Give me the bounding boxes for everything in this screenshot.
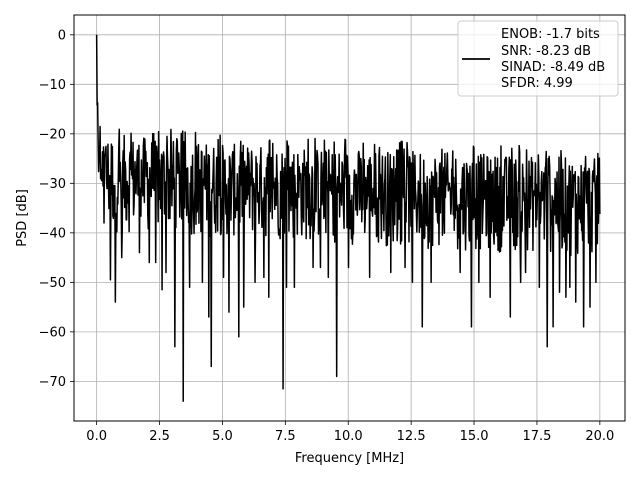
- x-tick-label: 20.0: [585, 429, 614, 444]
- y-tick-label: −10: [39, 78, 66, 93]
- legend-text-sinad: SINAD: -8.49 dB: [501, 60, 605, 75]
- x-tick-label: 12.5: [397, 429, 426, 444]
- x-tick-label: 17.5: [522, 429, 551, 444]
- plot-frame: [73, 14, 626, 422]
- x-axis-label: Frequency [MHz]: [295, 451, 404, 466]
- x-tick-label: 0.0: [86, 429, 107, 444]
- axis-ticks: 0.0 2.5 5.0 7.5 10.0 12.5 15.0 17.5 20.0 0 −10 −20 −…: [39, 28, 615, 444]
- y-tick-label: −40: [39, 226, 66, 241]
- legend-text-snr: SNR: -8.23 dB: [501, 44, 591, 59]
- y-tick-label: −70: [39, 375, 66, 390]
- x-tick-label: 2.5: [149, 429, 170, 444]
- legend: ENOB: -1.7 bits SNR: -8.23 dB SINAD: -8.…: [457, 20, 619, 97]
- legend-box: [457, 20, 619, 97]
- y-tick-label: −20: [39, 127, 66, 142]
- plot-data: [95, 34, 601, 402]
- y-axis-label: PSD [dB]: [15, 189, 30, 247]
- y-tick-label: 0: [58, 28, 66, 43]
- legend-text-enob: ENOB: -1.7 bits: [501, 27, 600, 42]
- x-tick-label: 7.5: [275, 429, 296, 444]
- x-tick-label: 10.0: [334, 429, 363, 444]
- psd-series-line: [95, 34, 601, 402]
- y-tick-label: −30: [39, 177, 66, 192]
- x-tick-label: 5.0: [212, 429, 233, 444]
- y-tick-label: −50: [39, 276, 66, 291]
- y-tick-label: −60: [39, 325, 66, 340]
- legend-text-sfdr: SFDR: 4.99: [501, 76, 573, 91]
- x-tick-label: 15.0: [460, 429, 489, 444]
